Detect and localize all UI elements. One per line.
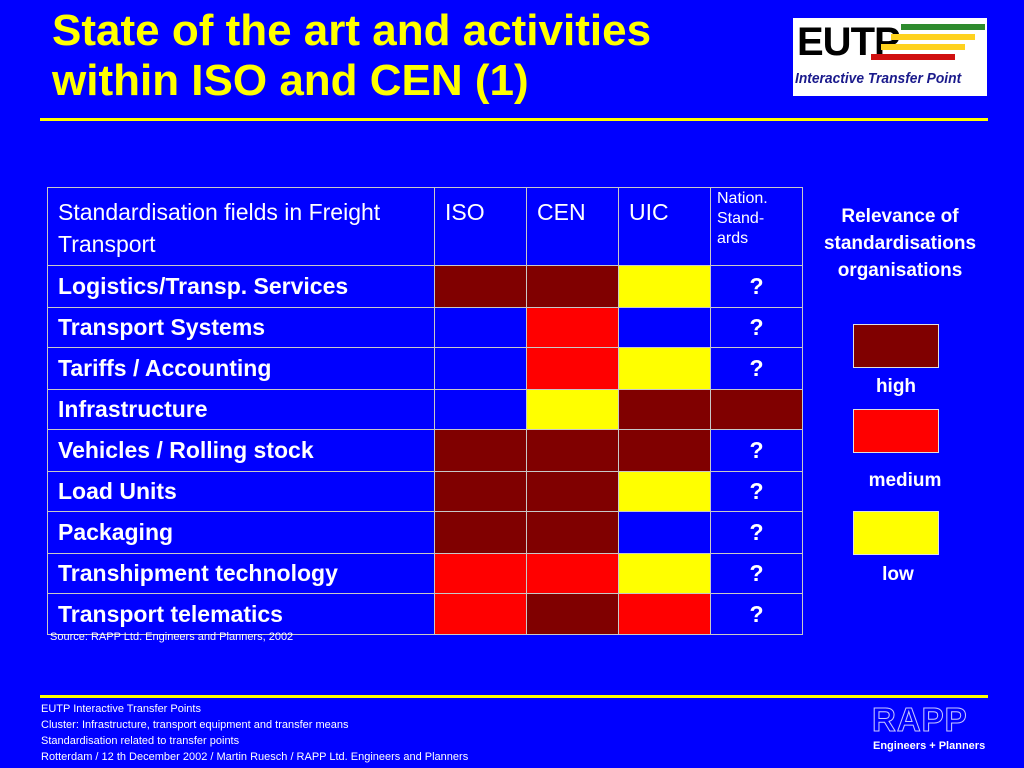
row-uic-cell [618, 265, 711, 308]
logo-bar-red [871, 54, 955, 60]
header-field: Standardisation fields in Freight Transp… [47, 187, 435, 266]
table-row: Packaging? [47, 511, 803, 554]
row-cen-cell [526, 429, 619, 472]
title-line-2: within ISO and CEN (1) [52, 56, 529, 105]
row-iso-cell [434, 593, 527, 635]
row-cen-cell [526, 347, 619, 390]
standardisation-table: Standardisation fields in Freight Transp… [47, 187, 803, 635]
row-iso-cell [434, 307, 527, 348]
row-uic-cell [618, 553, 711, 594]
table-row: Transport Systems? [47, 307, 803, 348]
row-nation-cell: ? [710, 511, 803, 554]
table-row: Tariffs / Accounting? [47, 347, 803, 390]
legend-swatch-low [853, 511, 939, 555]
header-iso: ISO [434, 187, 527, 266]
row-nation-cell: ? [710, 429, 803, 472]
header-uic: UIC [618, 187, 711, 266]
row-cen-cell [526, 265, 619, 308]
row-cen-cell [526, 511, 619, 554]
row-cen-cell [526, 553, 619, 594]
row-iso-cell [434, 389, 527, 430]
header-nation-line-2: Stand- [717, 210, 765, 227]
row-uic-cell [618, 511, 711, 554]
page-title: State of the art and activities within I… [52, 6, 772, 106]
row-field-label: Transhipment technology [47, 553, 435, 594]
row-nation-cell [710, 389, 803, 430]
footer-line-1: EUTP Interactive Transfer Points [41, 703, 201, 715]
rapp-subtitle: Engineers + Planners [873, 740, 986, 752]
row-iso-cell [434, 511, 527, 554]
row-field-label: Transport Systems [47, 307, 435, 348]
row-cen-cell [526, 307, 619, 348]
row-uic-cell [618, 471, 711, 512]
footer-text: EUTP Interactive Transfer Points Cluster… [41, 701, 468, 765]
row-iso-cell [434, 347, 527, 390]
eutp-logo: EUTP Interactive Transfer Point [793, 18, 987, 96]
legend-label-medium: medium [868, 470, 942, 491]
row-uic-cell [618, 347, 711, 390]
legend-swatch-high [853, 324, 939, 368]
row-iso-cell [434, 553, 527, 594]
title-divider [40, 118, 988, 121]
table-header-row: Standardisation fields in Freight Transp… [47, 187, 803, 266]
logo-bar-yellow [891, 34, 975, 40]
row-iso-cell [434, 471, 527, 512]
table-row: Transport telematics? [47, 593, 803, 635]
row-nation-cell: ? [710, 593, 803, 635]
row-uic-cell [618, 593, 711, 635]
footer-line-3: Standardisation related to transfer poin… [41, 735, 240, 747]
footer-line-4: Rotterdam / 12 th December 2002 / Martin… [41, 751, 469, 763]
row-field-label: Infrastructure [47, 389, 435, 430]
row-field-label: Load Units [47, 471, 435, 512]
footer-divider [40, 695, 988, 698]
header-nation-line-3: ards [717, 230, 749, 247]
row-cen-cell [526, 389, 619, 430]
row-cen-cell [526, 593, 619, 635]
source-note: Source: RAPP Ltd. Engineers and Planners… [50, 631, 294, 643]
row-nation-cell: ? [710, 553, 803, 594]
header-nation: Nation. Stand- ards [710, 187, 803, 266]
row-field-label: Tariffs / Accounting [47, 347, 435, 390]
row-iso-cell [434, 429, 527, 472]
row-nation-cell: ? [710, 471, 803, 512]
row-nation-cell: ? [710, 265, 803, 308]
table-row: Transhipment technology? [47, 553, 803, 594]
eutp-logo-subtitle: Interactive Transfer Point [795, 70, 962, 87]
table-row: Load Units? [47, 471, 803, 512]
row-cen-cell [526, 471, 619, 512]
table-row: Logistics/Transp. Services? [47, 265, 803, 308]
row-field-label: Packaging [47, 511, 435, 554]
table-row: Infrastructure [47, 389, 803, 430]
table-row: Vehicles / Rolling stock? [47, 429, 803, 472]
footer-line-2: Cluster: Infrastructure, transport equip… [41, 719, 349, 731]
row-nation-cell: ? [710, 347, 803, 390]
rapp-logo: RAPP [872, 701, 968, 738]
table-body: Logistics/Transp. Services? Transport Sys… [47, 265, 803, 635]
header-cen: CEN [526, 187, 619, 266]
header-nation-line-1: Nation. [717, 190, 768, 207]
row-uic-cell [618, 389, 711, 430]
row-field-label: Transport telematics [47, 593, 435, 635]
legend-label-high: high [875, 376, 917, 397]
row-uic-cell [618, 429, 711, 472]
row-field-label: Logistics/Transp. Services [47, 265, 435, 308]
row-nation-cell: ? [710, 307, 803, 348]
legend-title: Relevance of standardisations organisati… [823, 206, 977, 281]
logo-bar-green [901, 24, 985, 30]
legend-swatch-medium [853, 409, 939, 453]
title-line-1: State of the art and activities [52, 6, 652, 55]
row-field-label: Vehicles / Rolling stock [47, 429, 435, 472]
row-iso-cell [434, 265, 527, 308]
row-uic-cell [618, 307, 711, 348]
legend-label-low: low [882, 564, 914, 585]
logo-bar-yellow-2 [881, 44, 965, 50]
